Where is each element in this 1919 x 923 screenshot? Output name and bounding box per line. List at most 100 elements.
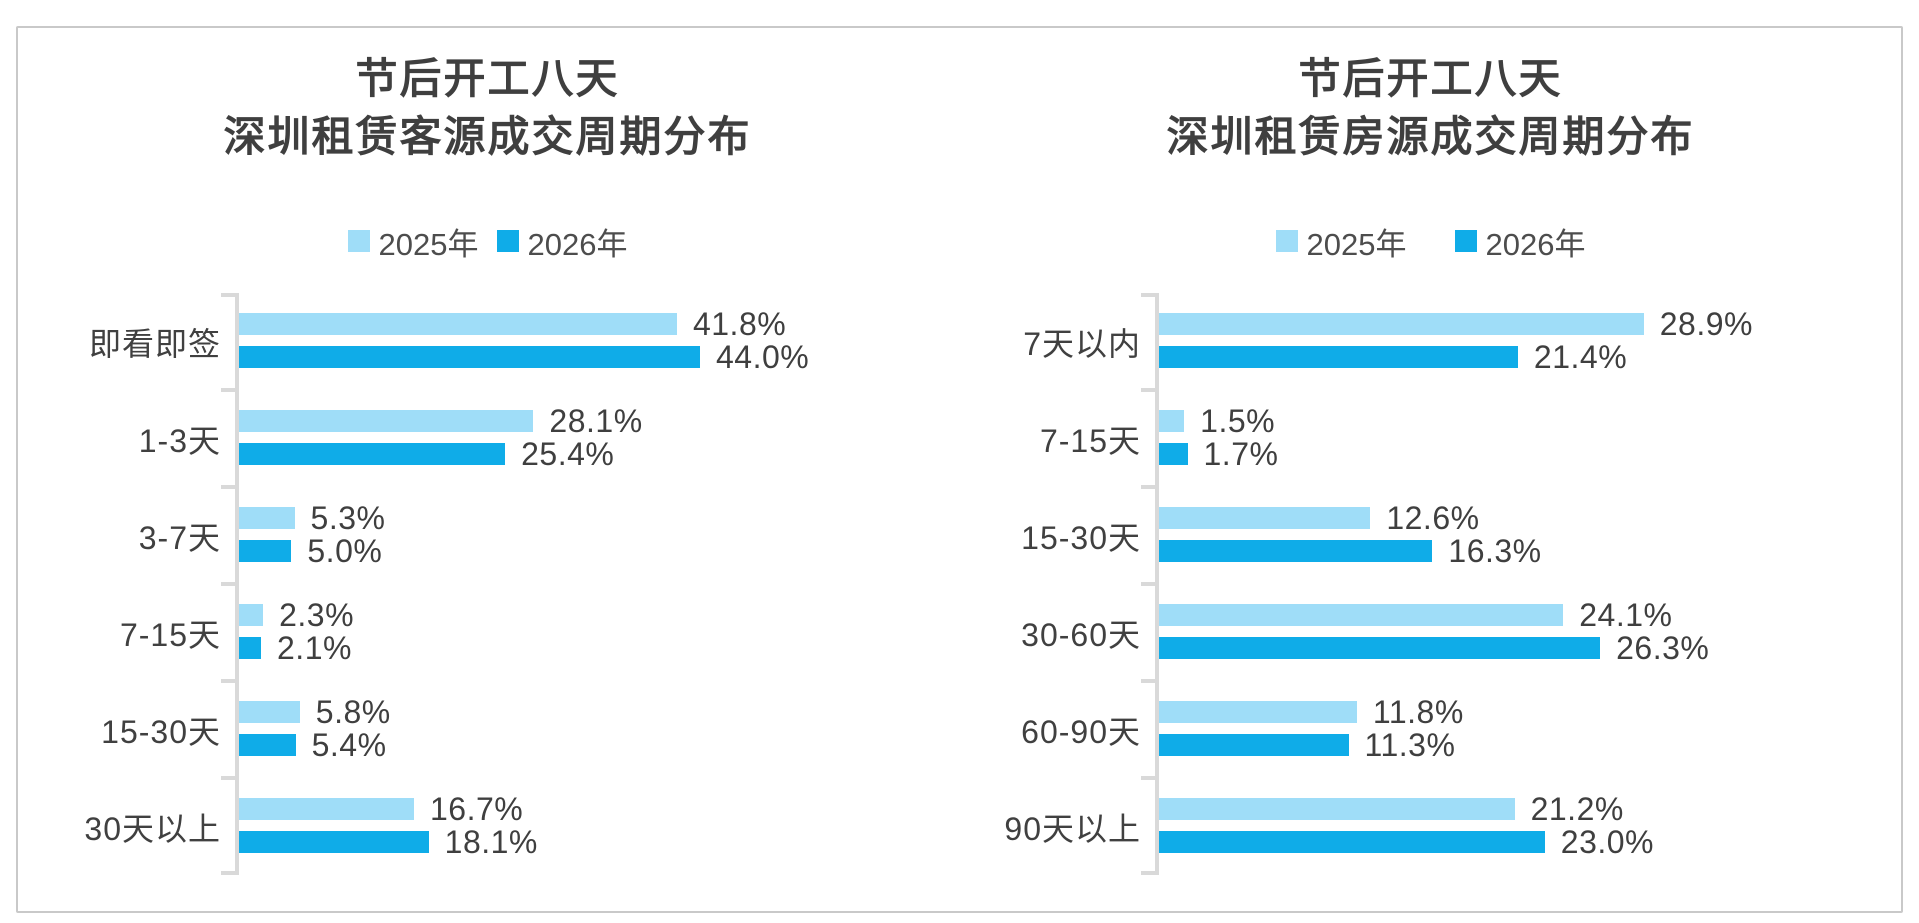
- value-label: 25.4%: [521, 435, 615, 472]
- bar-2026年: [1159, 637, 1601, 659]
- category-row: 60-90天 11.8% 11.3%: [960, 679, 1897, 778]
- bar-line: 26.3%: [1159, 630, 1897, 666]
- bar-2025年: [1159, 798, 1515, 820]
- legend-item-2026年: 2026年: [1454, 219, 1586, 264]
- bar-group: 5.8% 5.4%: [235, 681, 941, 778]
- chart-title-line2: 深圳租赁房源成交周期分布: [1166, 113, 1695, 160]
- bar-2025年: [1159, 507, 1371, 529]
- value-label: 5.3%: [310, 499, 386, 536]
- bar-line: 21.2%: [1159, 791, 1897, 827]
- bar-2026年: [1159, 443, 1188, 465]
- bar-line: 1.7%: [1159, 436, 1897, 472]
- legend-label: 2026年: [1485, 226, 1586, 262]
- bar-2026年: [239, 443, 506, 465]
- value-label: 28.1%: [549, 402, 643, 439]
- legend-label: 2025年: [1306, 226, 1407, 262]
- bar-2025年: [1159, 604, 1564, 626]
- bar-line: 2.3%: [239, 597, 941, 633]
- category-label: 15-30天: [101, 713, 221, 750]
- value-label: 5.8%: [315, 693, 391, 730]
- value-label: 5.0%: [307, 532, 383, 569]
- bar-group: 41.8% 44.0%: [235, 293, 941, 390]
- category-label: 30-60天: [1021, 616, 1141, 653]
- bar-2025年: [239, 604, 264, 626]
- category-row: 3-7天 5.3% 5.0%: [30, 485, 941, 584]
- value-label: 18.1%: [444, 823, 538, 860]
- category-label: 30天以上: [84, 810, 221, 847]
- category-label: 即看即签: [88, 325, 221, 362]
- bar-group: 28.9% 21.4%: [1155, 293, 1897, 390]
- bar-line: 23.0%: [1159, 824, 1897, 860]
- value-label: 24.1%: [1579, 596, 1673, 633]
- chart-tenant-demand-cycle: 节后开工八天 深圳租赁客源成交周期分布 2025年 2026年 即看即签 41.8%…: [30, 26, 945, 912]
- bar-line: 16.3%: [1159, 533, 1897, 569]
- category-row: 15-30天 5.8% 5.4%: [30, 679, 941, 778]
- category-row: 7-15天 2.3% 2.1%: [30, 582, 941, 681]
- bar-line: 5.0%: [239, 533, 941, 569]
- category-label: 1-3天: [138, 422, 221, 459]
- bar-line: 28.1%: [239, 403, 941, 439]
- bar-line: 18.1%: [239, 824, 941, 860]
- category-row: 30-60天 24.1% 26.3%: [960, 582, 1897, 681]
- chart-title: 节后开工八天 深圳租赁房源成交周期分布: [960, 26, 1901, 166]
- value-label: 2.3%: [279, 596, 355, 633]
- chart-listing-supply-cycle: 节后开工八天 深圳租赁房源成交周期分布 2025年 2026年 7天以内 28.9%…: [960, 26, 1901, 912]
- bar-2026年: [1159, 734, 1349, 756]
- bar-group: 21.2% 23.0%: [1155, 778, 1897, 875]
- bar-2026年: [239, 831, 429, 853]
- bar-2026年: [239, 637, 261, 659]
- legend: 2025年 2026年: [30, 224, 945, 262]
- value-label: 21.2%: [1530, 790, 1624, 827]
- bar-group: 16.7% 18.1%: [235, 778, 941, 875]
- bar-line: 21.4%: [1159, 339, 1897, 375]
- bar-line: 25.4%: [239, 436, 941, 472]
- value-label: 44.0%: [716, 338, 810, 375]
- category-row: 7天以内 28.9% 21.4%: [960, 293, 1897, 390]
- bar-2025年: [239, 507, 295, 529]
- value-label: 1.7%: [1203, 435, 1279, 472]
- value-label: 1.5%: [1200, 402, 1276, 439]
- bar-2026年: [239, 540, 292, 562]
- bar-line: 44.0%: [239, 339, 941, 375]
- value-label: 28.9%: [1659, 305, 1753, 342]
- category-label: 7-15天: [1039, 422, 1141, 459]
- category-row: 15-30天 12.6% 16.3%: [960, 485, 1897, 584]
- bar-2026年: [1159, 831, 1545, 853]
- value-label: 16.7%: [429, 790, 524, 827]
- bar-line: 1.5%: [1159, 403, 1897, 439]
- bar-group: 12.6% 16.3%: [1155, 487, 1897, 584]
- bar-line: 5.4%: [239, 727, 941, 763]
- bar-line: 11.8%: [1159, 694, 1897, 730]
- bar-2026年: [1159, 346, 1518, 368]
- bar-line: 41.8%: [239, 306, 941, 342]
- legend-swatch-icon: [1275, 230, 1298, 252]
- category-label: 7天以内: [1023, 325, 1141, 362]
- value-label: 5.4%: [311, 726, 387, 763]
- legend-item-2026年: 2026年: [496, 219, 628, 264]
- bar-2025年: [239, 798, 414, 820]
- legend-label: 2025年: [378, 226, 479, 262]
- plot-area: 即看即签 41.8% 44.0% 1-3天 28.1% 25.4% 3-7天 5.3% 5.0%…: [30, 293, 941, 875]
- legend-swatch-icon: [496, 230, 519, 252]
- bar-2025年: [239, 701, 300, 723]
- bar-line: 5.3%: [239, 500, 941, 536]
- bar-2026年: [1159, 540, 1433, 562]
- chart-title-line1: 节后开工八天: [1298, 55, 1563, 102]
- bar-2026年: [239, 734, 296, 756]
- bar-2026年: [239, 346, 700, 368]
- legend-swatch-icon: [1454, 230, 1477, 252]
- legend-label: 2026年: [527, 226, 628, 262]
- value-label: 2.1%: [277, 629, 352, 666]
- bar-line: 2.1%: [239, 630, 941, 666]
- chart-title-line1: 节后开工八天: [355, 55, 620, 102]
- category-row: 90天以上 21.2% 23.0%: [960, 776, 1897, 875]
- category-label: 7-15天: [119, 616, 221, 653]
- chart-title: 节后开工八天 深圳租赁客源成交周期分布: [30, 26, 945, 166]
- outer-border: [16, 26, 1903, 913]
- category-row: 30天以上 16.7% 18.1%: [30, 776, 941, 875]
- legend: 2025年 2026年: [960, 224, 1901, 262]
- value-label: 23.0%: [1560, 823, 1654, 860]
- bar-group: 11.8% 11.3%: [1155, 681, 1897, 778]
- legend-item-2025年: 2025年: [347, 219, 479, 264]
